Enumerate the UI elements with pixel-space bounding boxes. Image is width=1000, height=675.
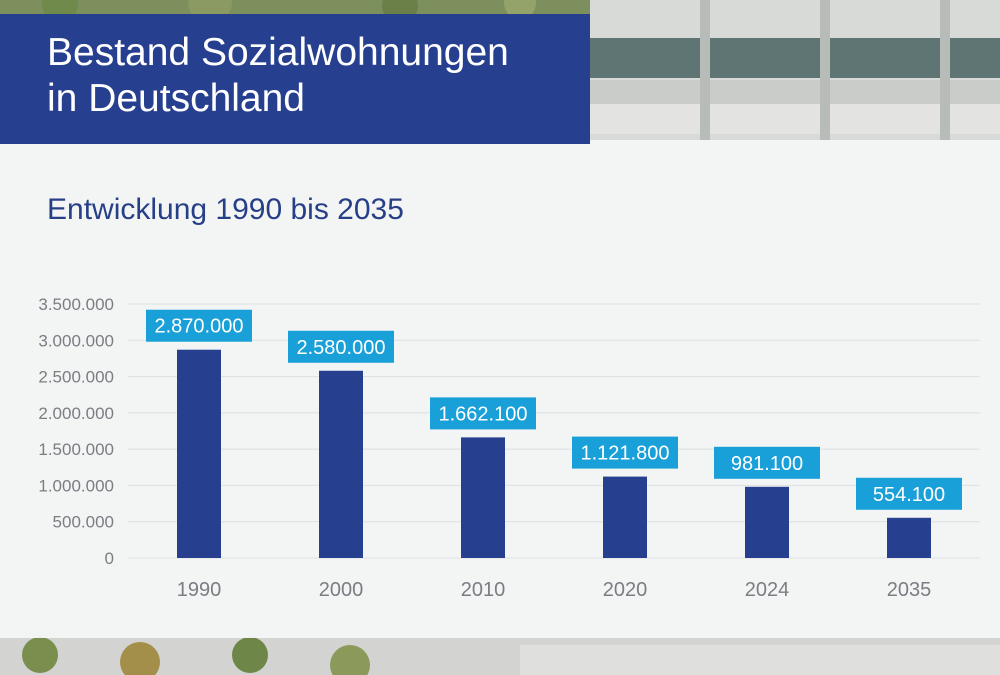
data-labels: 2.870.000 2.580.000 1.662.100 1.121.800 981.… (146, 309, 962, 510)
bar (461, 437, 505, 558)
y-tick-label: 3.000.000 (38, 331, 114, 350)
y-tick-label: 2.000.000 (38, 404, 114, 423)
x-tick-label: 2000 (319, 579, 364, 601)
y-axis-ticks: 0 500.000 1.000.000 1.500.000 2.000.000 2.500… (38, 295, 114, 568)
data-label-box (146, 309, 252, 342)
y-tick-label: 1.500.000 (38, 440, 114, 459)
x-tick-label: 2020 (603, 579, 648, 601)
data-label-box (856, 477, 962, 510)
bar (745, 486, 789, 558)
x-tick-label: 2010 (461, 579, 506, 601)
bar (887, 517, 931, 558)
data-label-box (572, 436, 678, 469)
x-tick-label: 1990 (177, 579, 222, 601)
bars (177, 349, 931, 558)
page-title-line1: Bestand Sozialwohnungen (47, 31, 509, 74)
bar (603, 476, 647, 558)
y-tick-label: 3.500.000 (38, 295, 114, 314)
bar (319, 370, 363, 558)
data-label: 1.121.800 (581, 443, 670, 465)
data-label-box (288, 330, 394, 363)
x-tick-label: 2035 (887, 579, 932, 601)
grid-lines (128, 303, 980, 559)
x-tick-label: 2024 (745, 579, 790, 601)
x-axis-ticks: 1990 2000 2010 2020 2024 2035 (177, 579, 932, 601)
data-label: 2.580.000 (297, 337, 386, 359)
data-label-box (714, 446, 820, 479)
bar (177, 349, 221, 558)
page-title-line2: in Deutschland (47, 77, 305, 120)
title-box: Bestand Sozialwohnungen in Deutschland (0, 14, 590, 144)
data-label: 2.870.000 (155, 316, 244, 338)
y-tick-label: 500.000 (53, 513, 114, 532)
data-label: 1.662.100 (439, 403, 528, 425)
y-tick-label: 2.500.000 (38, 368, 114, 387)
data-label-box (430, 397, 536, 430)
y-tick-label: 1.000.000 (38, 476, 114, 495)
chart-subtitle: Entwicklung 1990 bis 2035 (47, 193, 404, 226)
y-tick-label: 0 (105, 549, 114, 568)
data-label: 554.100 (873, 484, 945, 506)
data-label: 981.100 (731, 453, 803, 475)
